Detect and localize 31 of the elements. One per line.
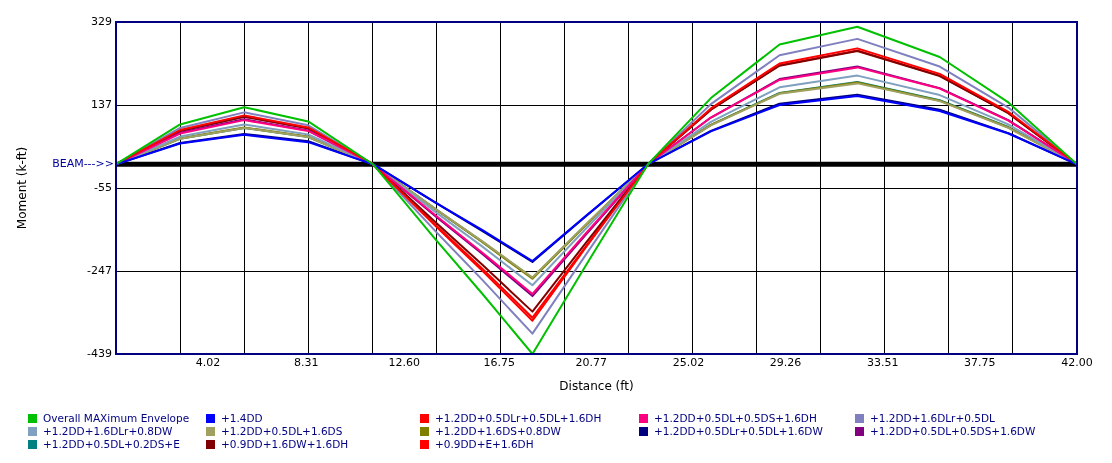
legend-label: +0.9DD+E+1.6DH (435, 438, 534, 450)
x-tick-label: 37.75 (964, 356, 996, 370)
x-tick-label: 12.60 (388, 356, 421, 370)
y-axis-title: Moment (k-ft) (15, 146, 30, 230)
y-tick-label: 329 (91, 14, 112, 28)
legend-label: +1.2DD+0.5DLr+0.5DL+1.6DW (654, 425, 823, 437)
x-tick-label: 33.51 (866, 356, 899, 370)
x-axis-title: Distance (ft) (559, 378, 634, 393)
legend-label: +1.4DD (221, 412, 263, 424)
y-tick-label: -55 (94, 180, 112, 194)
y-tick-label: -439 (87, 346, 112, 360)
x-tick-label: 25.02 (672, 356, 705, 370)
legend-label: +1.2DD+0.5DLr+0.5DL+1.6DH (435, 412, 602, 424)
x-tick-label: 4.02 (195, 356, 221, 370)
legend-label: Overall MAXimum Envelope (43, 412, 190, 424)
legend-label: +1.2DD+0.5DL+0.5DS+1.6DH (654, 412, 817, 424)
x-tick-label: 42.00 (1061, 356, 1093, 370)
y-tick-label: -247 (87, 263, 112, 277)
y-tick-label: 137 (91, 97, 112, 111)
legend-label: +0.9DD+1.6DW+1.6DH (221, 438, 349, 450)
x-tick-label: 29.26 (769, 356, 802, 370)
legend-label: +1.2DD+1.6DS+0.8DW (435, 425, 561, 437)
legend-label: +1.2DD+0.5DL+0.5DS+1.6DW (870, 425, 1036, 437)
legend-label: +1.2DD+1.6DLr+0.8DW (43, 425, 173, 437)
ref-line-label: BEAM--->> (52, 157, 114, 171)
legend-label: +1.2DD+0.5DL+1.6DS (221, 425, 343, 437)
x-tick-label: 16.75 (483, 356, 516, 370)
legend-label: +1.2DD+0.5DL+0.2DS+E (43, 438, 180, 450)
x-tick-label: 8.31 (293, 356, 319, 370)
x-tick-label: 20.77 (575, 356, 607, 370)
legend-label: +1.2DD+1.6DLr+0.5DL (870, 412, 995, 424)
